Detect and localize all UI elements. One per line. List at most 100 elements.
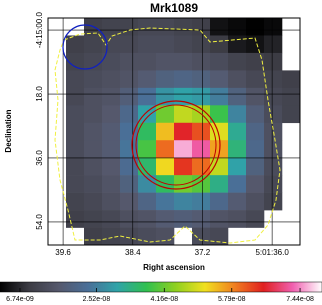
pixel: [246, 35, 265, 54]
pixel: [156, 35, 175, 54]
pixel: [102, 210, 121, 228]
pixel: [174, 157, 193, 176]
pixel: [138, 227, 157, 246]
pixel: [66, 175, 85, 193]
pixel: [84, 210, 103, 228]
pixel: [264, 157, 283, 176]
pixel: [156, 192, 175, 211]
pixel: [228, 192, 247, 211]
pixel: [264, 105, 283, 124]
colorbar-tick-label: 5.79e-08: [218, 296, 246, 303]
pixel: [156, 105, 175, 124]
source-circle: [131, 100, 221, 190]
pixel: [246, 105, 265, 124]
pixel: [84, 122, 103, 141]
pixel: [120, 210, 139, 228]
pixel: [282, 87, 301, 106]
pixel: [210, 87, 229, 106]
pixel: [192, 157, 211, 176]
pixel: [192, 35, 211, 54]
pixel: [156, 210, 175, 228]
pixel: [192, 210, 211, 228]
pixel: [228, 52, 247, 71]
pixel: [246, 140, 265, 158]
pixel: [102, 70, 121, 89]
pixel: [228, 70, 247, 89]
pixel: [102, 140, 121, 158]
pixel: [228, 140, 247, 158]
pixel: [174, 70, 193, 89]
pixel: [174, 140, 193, 158]
pixel: [156, 122, 175, 141]
pixel: [102, 122, 121, 141]
x-tick-label: 5:01:36.0: [255, 248, 289, 257]
pixel: [66, 210, 85, 228]
pixel: [210, 35, 229, 54]
pixel: [102, 52, 121, 71]
pixel: [210, 52, 229, 71]
y-tick-label: 36.0: [35, 150, 44, 166]
pixel: [192, 52, 211, 71]
y-tick-label: 54.0: [35, 214, 44, 230]
pixel: [120, 140, 139, 158]
pixel: [66, 35, 85, 54]
plot-frame: [47, 17, 301, 246]
pixel: [66, 87, 85, 106]
pixel: [156, 70, 175, 89]
pixel: [174, 35, 193, 54]
pixel: [102, 18, 121, 36]
pixel: [156, 227, 175, 246]
pixel: [210, 157, 229, 176]
pixel: [102, 157, 121, 176]
pixel: [192, 140, 211, 158]
pixel: [84, 175, 103, 193]
pixel: [210, 227, 229, 246]
pixel: [102, 227, 121, 246]
pixel: [66, 192, 85, 211]
x-axis-label: Right ascension: [143, 263, 205, 272]
pixel: [66, 70, 85, 89]
x-tick-label: 38.4: [125, 248, 141, 257]
pixel: [66, 122, 85, 141]
pixel: [120, 52, 139, 71]
pixel: [120, 227, 139, 246]
colorbar-tick-label: 6.74e-09: [6, 296, 34, 303]
x-tick-label: 39.6: [55, 248, 71, 257]
x-tick-label: 37.2: [195, 248, 211, 257]
pixel: [84, 35, 103, 54]
pixel: [138, 192, 157, 211]
pixel: [156, 175, 175, 193]
pixel: [228, 210, 247, 228]
colorbar-tick-label: 2.52e-08: [83, 296, 111, 303]
pixel: [66, 157, 85, 176]
pixel: [84, 157, 103, 176]
overlays: [54, 24, 281, 244]
pixel: [174, 210, 193, 228]
y-tick-label: -4:15:00.0: [35, 12, 44, 49]
pixel: [228, 175, 247, 193]
y-axis-label: Declination: [4, 109, 13, 152]
pixel: [120, 35, 139, 54]
pixel: [138, 18, 157, 36]
pixel: [192, 192, 211, 211]
pixel: [246, 52, 265, 71]
pixel: [138, 122, 157, 141]
pixel: [228, 105, 247, 124]
pixel: [174, 18, 193, 36]
pixel: [210, 105, 229, 124]
pixel: [246, 175, 265, 193]
pixel: [210, 210, 229, 228]
pixel: [138, 175, 157, 193]
pixel: [138, 140, 157, 158]
pixel: [192, 18, 211, 36]
pixel: [138, 157, 157, 176]
pixel: [210, 70, 229, 89]
pixel: [282, 70, 301, 89]
pixel: [192, 227, 211, 246]
pixel: [246, 192, 265, 211]
pixel: [120, 18, 139, 36]
pixel: [192, 87, 211, 106]
pixel: [156, 18, 175, 36]
